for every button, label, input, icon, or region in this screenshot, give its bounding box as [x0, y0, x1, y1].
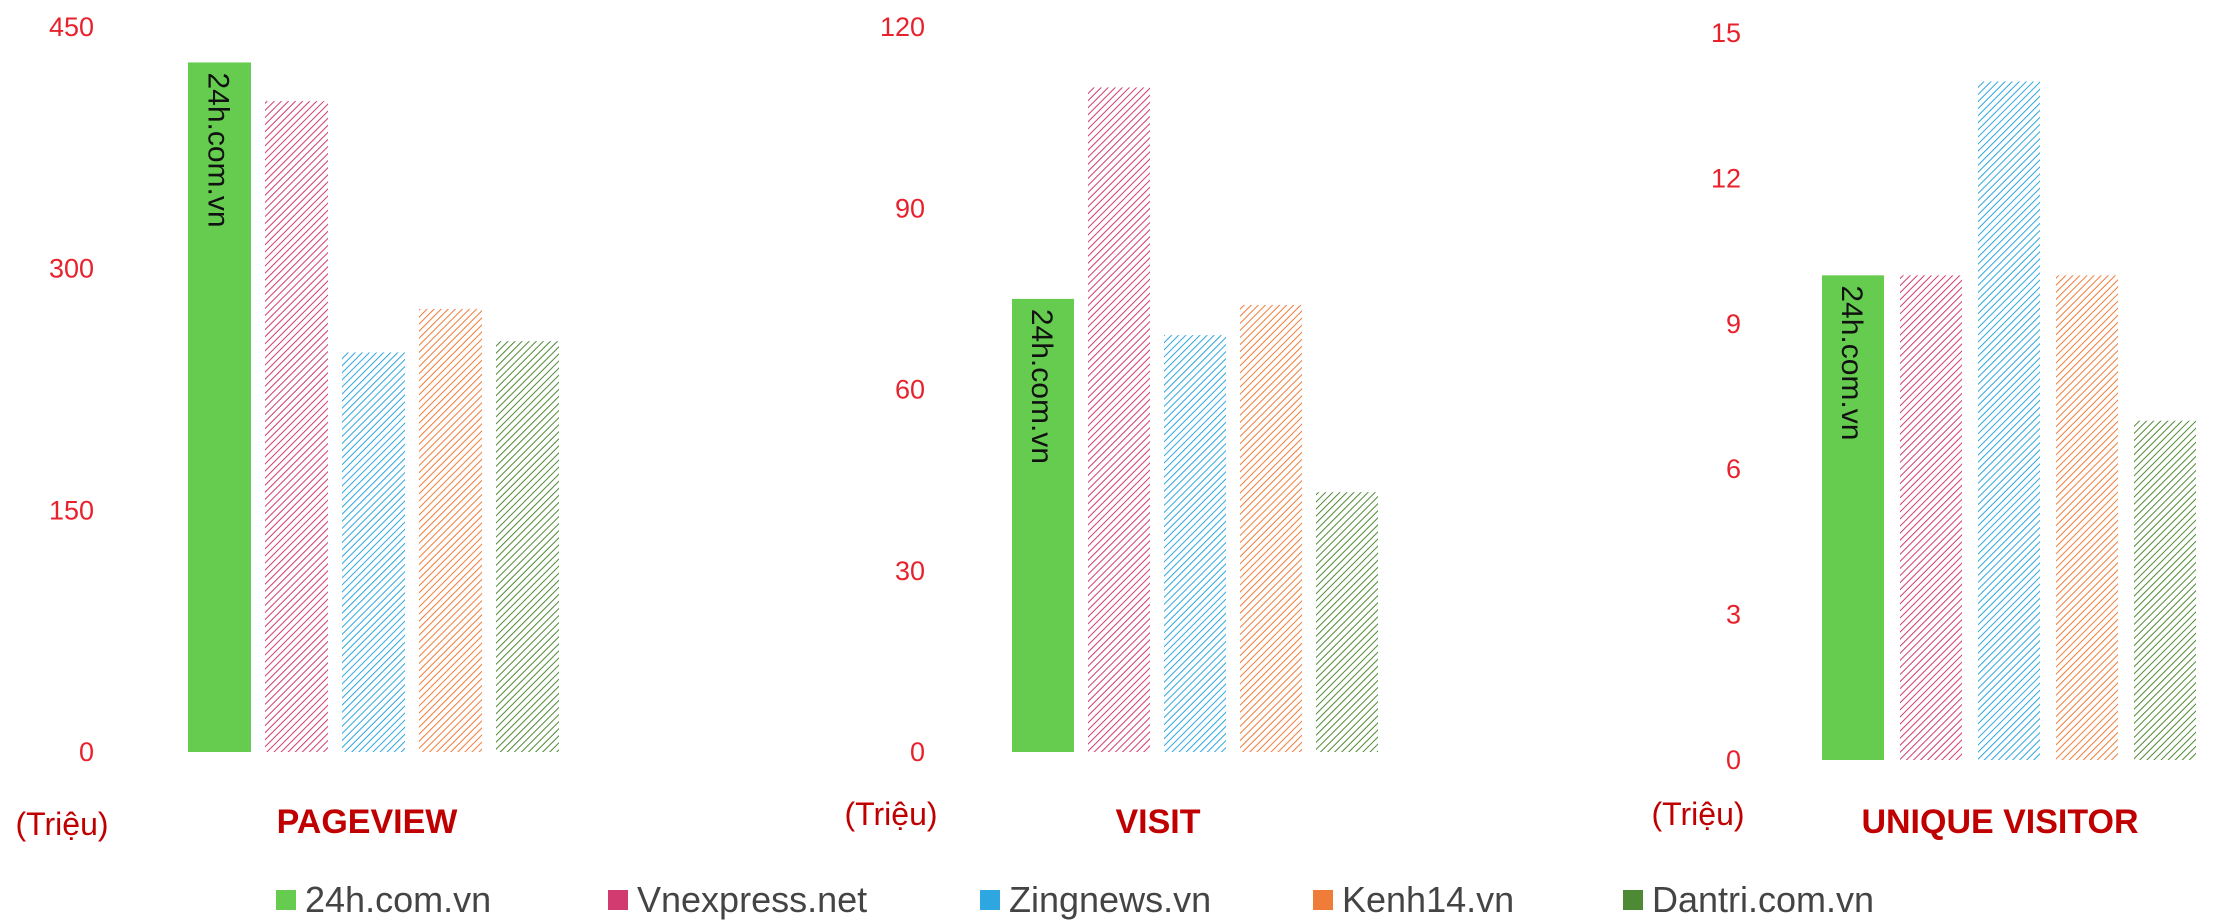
legend-label: Zingnews.vn: [1009, 879, 1211, 920]
bar-vnexpress-net: [265, 101, 328, 753]
legend-item: Vnexpress.net: [608, 879, 867, 920]
y-tick-label: 0: [910, 737, 925, 767]
bar-kenh14-vn: [1240, 304, 1302, 752]
legend-label: Kenh14.vn: [1342, 879, 1514, 920]
bar-vnexpress-net: [1900, 275, 1962, 760]
chart-title: VISIT: [1115, 803, 1200, 841]
y-tick-label: 0: [1726, 745, 1741, 775]
bar-zingnews-vn: [342, 352, 405, 752]
legend-label: Vnexpress.net: [637, 879, 867, 920]
bar-vnexpress-net: [1088, 87, 1150, 752]
y-tick-label: 15: [1711, 18, 1741, 48]
chart-title: PAGEVIEW: [277, 803, 459, 841]
y-tick-label: 300: [49, 254, 94, 284]
y-tick-label: 120: [880, 12, 925, 42]
y-tick-label: 450: [49, 12, 94, 42]
y-tick-label: 60: [895, 375, 925, 405]
bar-zingnews-vn: [1164, 335, 1226, 752]
y-axis-unit-label: (Triệu): [844, 796, 937, 832]
bar-kenh14-vn: [419, 308, 482, 752]
legend-swatch: [1623, 890, 1643, 910]
y-tick-label: 3: [1726, 600, 1741, 630]
legend-label: Dantri.com.vn: [1652, 879, 1874, 920]
bar-kenh14-vn: [2056, 275, 2118, 760]
legend-swatch: [276, 890, 296, 910]
bar-dantri-com-vn: [2134, 420, 2196, 760]
bar-24h-com-vn: [1822, 275, 1884, 760]
chart-unique-visitor: 0 3 6 9 12 15 24h.com.vn (Triệu) UNIQUE VISITOR: [1651, 18, 2196, 841]
bar-data-label: 24h.com.vn: [1835, 285, 1868, 440]
legend-item: 24h.com.vn: [276, 879, 491, 920]
legend-item: Dantri.com.vn: [1623, 879, 1874, 920]
bar-dantri-com-vn: [1316, 492, 1378, 752]
chart-pageview: 0 150 300 450 24h.com.vn (Triệu) PAGEVIEW: [15, 12, 559, 842]
bar-zingnews-vn: [1978, 81, 2040, 760]
legend-label: 24h.com.vn: [305, 879, 491, 920]
chart-visit: 0 30 60 90 120 24h.com.vn (Triệu) VISIT: [844, 12, 1378, 841]
bar-24h-com-vn: [188, 62, 251, 752]
bar-data-label: 24h.com.vn: [202, 72, 235, 227]
y-axis-unit-label: (Triệu): [1651, 796, 1744, 832]
legend-swatch: [980, 890, 1000, 910]
y-tick-label: 6: [1726, 454, 1741, 484]
legend-swatch: [608, 890, 628, 910]
y-tick-label: 0: [79, 737, 94, 767]
bar-data-label: 24h.com.vn: [1025, 309, 1058, 464]
y-tick-label: 12: [1711, 163, 1741, 193]
y-tick-label: 9: [1726, 309, 1741, 339]
chart-title: UNIQUE VISITOR: [1861, 803, 2138, 841]
y-tick-label: 90: [895, 193, 925, 223]
y-tick-label: 30: [895, 556, 925, 586]
legend: 24h.com.vn Vnexpress.net Zingnews.vn Kenh14…: [276, 879, 1874, 920]
y-axis-unit-label: (Triệu): [15, 806, 108, 842]
bar-24h-com-vn: [1012, 298, 1074, 752]
bar-dantri-com-vn: [496, 341, 559, 752]
legend-item: Kenh14.vn: [1313, 879, 1514, 920]
legend-item: Zingnews.vn: [980, 879, 1211, 920]
legend-swatch: [1313, 890, 1333, 910]
y-tick-label: 150: [49, 495, 94, 525]
